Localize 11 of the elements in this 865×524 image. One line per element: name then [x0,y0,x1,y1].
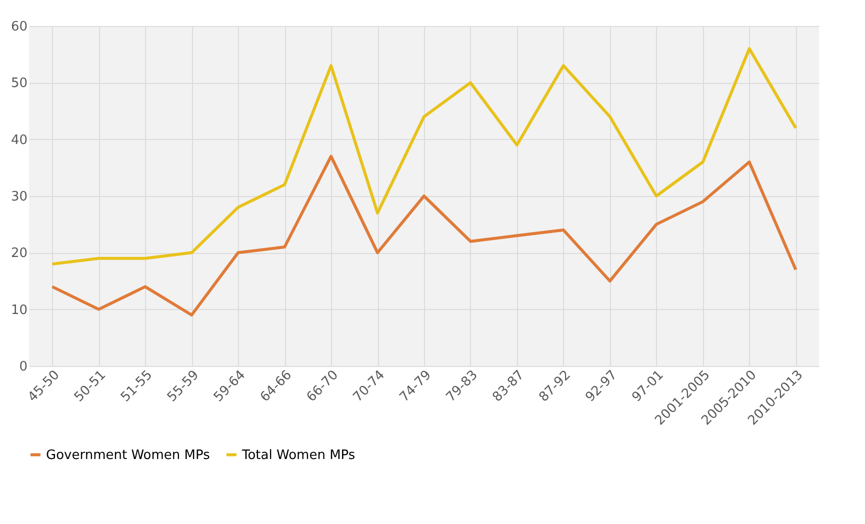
legend-label: Government Women MPs [46,448,210,463]
line-series [50,154,798,316]
line-series [50,47,798,266]
y-tick-label: 20 [10,246,28,262]
legend-label: Total Women MPs [241,448,356,463]
y-tick-label: 60 [10,20,28,34]
y-tick-label: 10 [10,302,28,318]
y-tick-label: 30 [10,190,28,204]
y-tick-label: 50 [10,76,28,92]
y-tick-label: 40 [10,132,28,148]
y-tick-label: 0 [19,360,28,374]
